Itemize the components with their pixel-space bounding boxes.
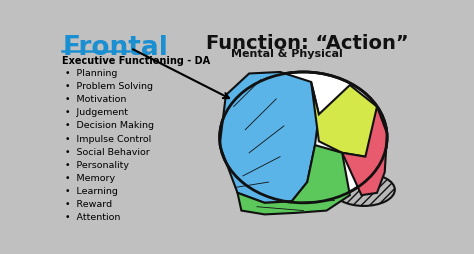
Text: •  Judgement: • Judgement	[64, 108, 128, 117]
Text: •  Attention: • Attention	[64, 212, 120, 221]
Text: •  Motivation: • Motivation	[64, 95, 126, 104]
Text: •  Social Behavior: • Social Behavior	[64, 147, 149, 156]
Polygon shape	[342, 107, 387, 195]
Text: •  Planning: • Planning	[64, 69, 117, 78]
Ellipse shape	[333, 174, 395, 206]
Text: Function: “Action”: Function: “Action”	[207, 34, 409, 53]
Ellipse shape	[219, 73, 387, 203]
Text: •  Personality: • Personality	[64, 160, 128, 169]
Text: •  Problem Solving: • Problem Solving	[64, 82, 153, 91]
Text: •  Reward: • Reward	[64, 199, 112, 208]
Text: Frontal: Frontal	[63, 35, 168, 61]
Polygon shape	[219, 73, 319, 203]
Text: •  Learning: • Learning	[64, 186, 118, 195]
Text: Executive Functioning - DA: Executive Functioning - DA	[62, 56, 210, 66]
Polygon shape	[237, 146, 350, 215]
Text: Mental & Physical: Mental & Physical	[231, 49, 343, 59]
Text: •  Decision Making: • Decision Making	[64, 121, 154, 130]
Text: •  Impulse Control: • Impulse Control	[64, 134, 151, 143]
Text: •  Memory: • Memory	[64, 173, 115, 182]
Polygon shape	[311, 83, 385, 157]
